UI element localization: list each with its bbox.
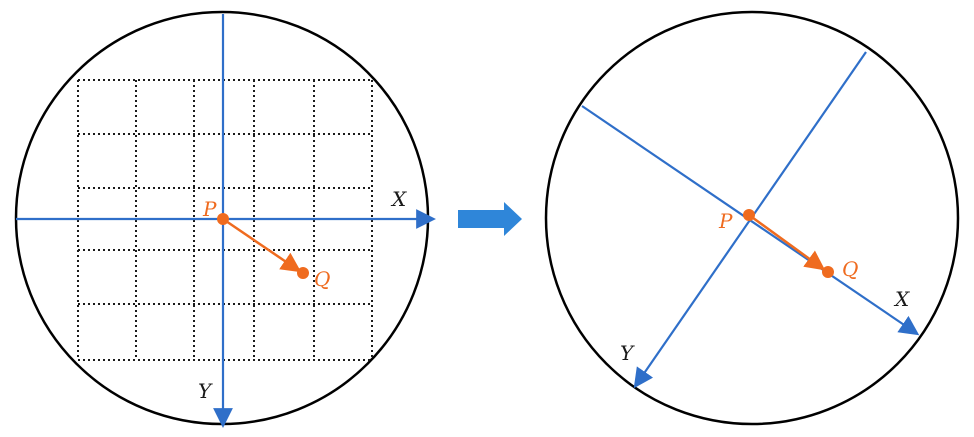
right-grid-h-line <box>668 58 934 218</box>
right-grid-v-line <box>653 71 805 324</box>
right-grid-h-line <box>577 210 843 370</box>
right-arrow-icon <box>458 202 522 236</box>
right-pq-vector <box>748 213 826 271</box>
right-grid-v-line <box>600 39 752 292</box>
left-point-q <box>297 267 309 279</box>
right-grid-h-line <box>699 7 965 167</box>
left-y-label: Y <box>198 379 213 403</box>
right-p-label: P <box>718 209 733 233</box>
left-x-label: X <box>390 187 407 211</box>
right-point-q <box>822 266 834 278</box>
left-p-label: P <box>202 197 217 221</box>
left-point-p <box>217 213 229 225</box>
right-point-p <box>743 209 755 221</box>
left-q-label: Q <box>314 267 330 291</box>
right-y-label: Y <box>620 341 635 365</box>
right-field-circle <box>544 10 960 426</box>
left-panel: X Y P Q <box>14 10 436 428</box>
right-q-label: Q <box>842 257 858 281</box>
left-pq-vector <box>222 217 302 273</box>
right-grid-v-line <box>812 167 964 420</box>
right-panel: X Y P Q <box>544 7 965 426</box>
right-grid-h-line <box>608 159 874 319</box>
right-x-label: X <box>893 287 910 311</box>
